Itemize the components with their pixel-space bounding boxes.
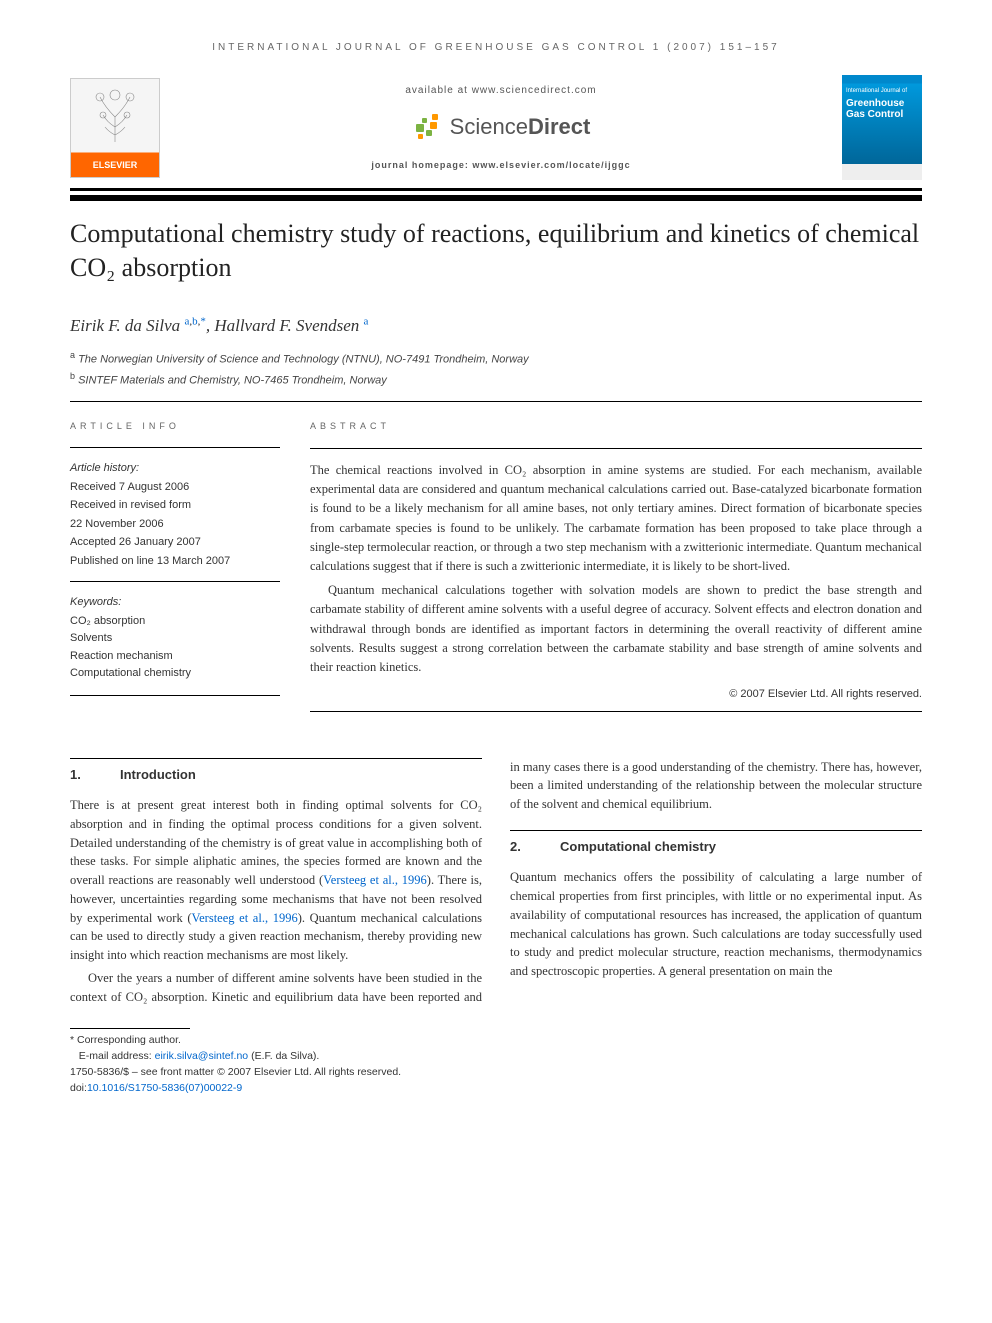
keyword: Computational chemistry: [70, 665, 280, 683]
elsevier-logo: ELSEVIER: [70, 78, 160, 178]
available-at: available at www.sciencedirect.com: [160, 83, 842, 98]
history-label: Article history:: [70, 460, 280, 477]
authors: Eirik F. da Silva a,b,*, Hallvard F. Sve…: [70, 313, 922, 339]
front-matter: 1750-5836/$ – see front matter © 2007 El…: [70, 1065, 922, 1081]
section-heading: 1.Introduction: [70, 758, 482, 785]
journal-running-header: INTERNATIONAL JOURNAL OF GREENHOUSE GAS …: [70, 40, 922, 55]
sciencedirect-text: ScienceDirect: [450, 110, 591, 143]
citation-link[interactable]: Versteeg et al., 1996: [191, 911, 297, 925]
history-item: Published on line 13 March 2007: [70, 553, 280, 570]
header-rule: [70, 195, 922, 201]
email-link[interactable]: eirik.silva@sintef.no: [155, 1050, 249, 1062]
doi-line: doi:10.1016/S1750-5836(07)00022-9: [70, 1081, 922, 1097]
elsevier-tree-icon: [71, 79, 159, 156]
affiliation-a: a The Norwegian University of Science an…: [70, 348, 922, 369]
citation-link[interactable]: Versteeg et al., 1996: [323, 873, 427, 887]
article-info: ARTICLE INFO Article history: Received 7…: [70, 420, 280, 712]
abstract-paragraph: The chemical reactions involved in CO₂ a…: [310, 461, 922, 577]
cover-title: Greenhouse Gas Control: [846, 98, 918, 120]
affiliation-b: b SINTEF Materials and Chemistry, NO-746…: [70, 369, 922, 390]
journal-homepage: journal homepage: www.elsevier.com/locat…: [160, 159, 842, 173]
keyword: Reaction mechanism: [70, 648, 280, 666]
history-item: Received 7 August 2006: [70, 479, 280, 496]
header-center: available at www.sciencedirect.com Scien…: [160, 83, 842, 173]
elsevier-label: ELSEVIER: [93, 155, 138, 177]
copyright: © 2007 Elsevier Ltd. All rights reserved…: [310, 686, 922, 703]
abstract-label: ABSTRACT: [310, 420, 922, 434]
doi-link[interactable]: 10.1016/S1750-5836(07)00022-9: [87, 1082, 242, 1094]
divider: [70, 401, 922, 402]
keyword: Solvents: [70, 630, 280, 648]
abstract: ABSTRACT The chemical reactions involved…: [310, 420, 922, 712]
history-item: 22 November 2006: [70, 516, 280, 533]
article-title: Computational chemistry study of reactio…: [70, 217, 922, 285]
header-bar: ELSEVIER available at www.sciencedirect.…: [70, 75, 922, 191]
article-info-label: ARTICLE INFO: [70, 420, 280, 434]
history-item: Received in revised form: [70, 497, 280, 514]
body-paragraph: There is at present great interest both …: [70, 796, 482, 965]
affiliations: a The Norwegian University of Science an…: [70, 348, 922, 391]
info-abstract-row: ARTICLE INFO Article history: Received 7…: [70, 420, 922, 712]
body-paragraph: Quantum mechanics offers the possibility…: [510, 868, 922, 981]
history-item: Accepted 26 January 2007: [70, 534, 280, 551]
keyword: CO₂ absorption: [70, 613, 280, 631]
email-line: E-mail address: eirik.silva@sintef.no (E…: [70, 1049, 922, 1065]
corresponding-author: * Corresponding author.: [70, 1033, 922, 1049]
sciencedirect-logo: ScienceDirect: [160, 110, 842, 143]
footer: * Corresponding author. E-mail address: …: [70, 1028, 922, 1096]
journal-cover: International Journal of Greenhouse Gas …: [842, 75, 922, 180]
sciencedirect-icon: [412, 110, 444, 142]
keywords-label: Keywords:: [70, 594, 280, 611]
abstract-paragraph: Quantum mechanical calculations together…: [310, 581, 922, 678]
body-columns: 1.Introduction There is at present great…: [70, 758, 922, 1007]
section-heading: 2.Computational chemistry: [510, 830, 922, 857]
cover-subtitle: International Journal of: [846, 87, 918, 96]
